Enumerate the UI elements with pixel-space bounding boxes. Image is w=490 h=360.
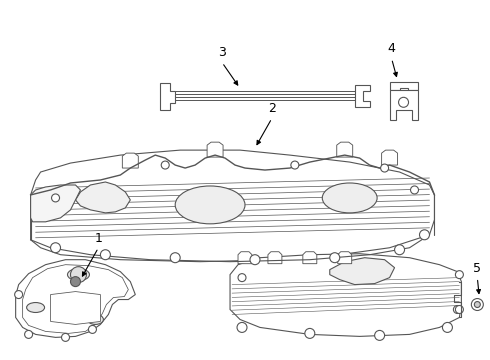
Polygon shape: [160, 84, 175, 110]
Text: 4: 4: [388, 42, 395, 55]
Circle shape: [50, 243, 61, 253]
Polygon shape: [16, 260, 135, 337]
Circle shape: [24, 330, 33, 338]
Circle shape: [442, 323, 452, 332]
Circle shape: [161, 161, 169, 169]
Circle shape: [89, 325, 97, 333]
Circle shape: [291, 161, 299, 169]
Polygon shape: [50, 292, 100, 324]
Circle shape: [62, 333, 70, 341]
Circle shape: [170, 253, 180, 263]
Ellipse shape: [68, 269, 90, 280]
Circle shape: [330, 253, 340, 263]
Circle shape: [455, 271, 464, 279]
Text: 1: 1: [95, 232, 102, 245]
Ellipse shape: [175, 186, 245, 224]
Polygon shape: [30, 185, 80, 222]
Circle shape: [250, 255, 260, 265]
Polygon shape: [23, 265, 128, 333]
Circle shape: [381, 164, 389, 172]
Circle shape: [455, 306, 464, 314]
Text: 5: 5: [473, 262, 481, 275]
Circle shape: [71, 276, 80, 287]
Polygon shape: [30, 150, 435, 262]
Polygon shape: [75, 182, 130, 213]
Circle shape: [419, 230, 429, 240]
Polygon shape: [230, 254, 462, 336]
Ellipse shape: [87, 315, 103, 324]
Polygon shape: [238, 252, 252, 264]
Polygon shape: [337, 142, 353, 157]
Circle shape: [237, 323, 247, 332]
Circle shape: [474, 302, 480, 307]
Polygon shape: [207, 142, 223, 157]
Circle shape: [375, 330, 385, 340]
Circle shape: [471, 298, 483, 310]
Ellipse shape: [322, 183, 377, 213]
Circle shape: [100, 250, 110, 260]
Polygon shape: [330, 258, 394, 285]
Polygon shape: [390, 82, 417, 90]
Circle shape: [411, 186, 418, 194]
Polygon shape: [382, 150, 397, 165]
Polygon shape: [303, 252, 317, 264]
Text: 3: 3: [218, 46, 226, 59]
Polygon shape: [122, 153, 138, 168]
Polygon shape: [268, 252, 282, 264]
Ellipse shape: [26, 302, 45, 312]
Text: 2: 2: [268, 102, 276, 115]
Circle shape: [398, 97, 409, 107]
Circle shape: [453, 306, 462, 314]
Circle shape: [15, 291, 23, 298]
Circle shape: [394, 245, 405, 255]
Polygon shape: [355, 85, 369, 107]
Circle shape: [305, 328, 315, 338]
Circle shape: [71, 267, 86, 283]
Polygon shape: [390, 90, 417, 120]
Circle shape: [51, 194, 59, 202]
Circle shape: [238, 274, 246, 282]
Polygon shape: [338, 252, 352, 264]
